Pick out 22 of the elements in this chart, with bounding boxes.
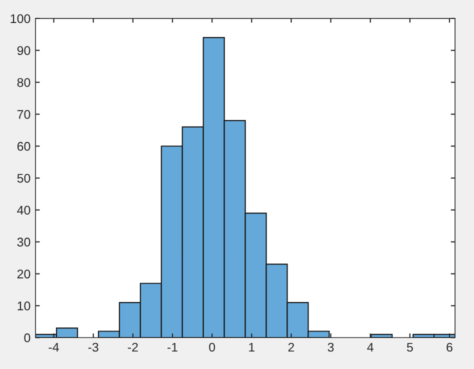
y-tick-label: 10 bbox=[18, 302, 30, 310]
y-tick-label: 0 bbox=[24, 333, 30, 342]
y-tick-label: 100 bbox=[10, 14, 30, 24]
y-tick-label: 40 bbox=[17, 206, 30, 215]
y-tick-label: 70 bbox=[17, 110, 30, 119]
x-tick-label: -4 bbox=[48, 342, 59, 352]
y-tick-label: 60 bbox=[17, 142, 30, 151]
x-tick-label: 6 bbox=[446, 342, 452, 352]
x-tick-label: 1 bbox=[249, 342, 254, 352]
x-tick-label: 5 bbox=[406, 342, 413, 352]
x-tick-label: 0 bbox=[209, 342, 216, 352]
y-tick-label: 50 bbox=[17, 174, 30, 183]
y-tick-label: 20 bbox=[17, 270, 30, 278]
x-tick-label: 3 bbox=[328, 342, 334, 352]
x-tick-label: 4 bbox=[367, 342, 374, 352]
y-tick-label: 80 bbox=[17, 78, 30, 87]
x-tick-label: -1 bbox=[167, 342, 178, 352]
x-tick-label: 2 bbox=[288, 342, 294, 352]
y-tick-label: 90 bbox=[17, 46, 30, 56]
x-tick-label: -3 bbox=[88, 342, 98, 352]
x-tick-label: -2 bbox=[128, 342, 138, 352]
y-tick-label: 30 bbox=[17, 238, 30, 247]
